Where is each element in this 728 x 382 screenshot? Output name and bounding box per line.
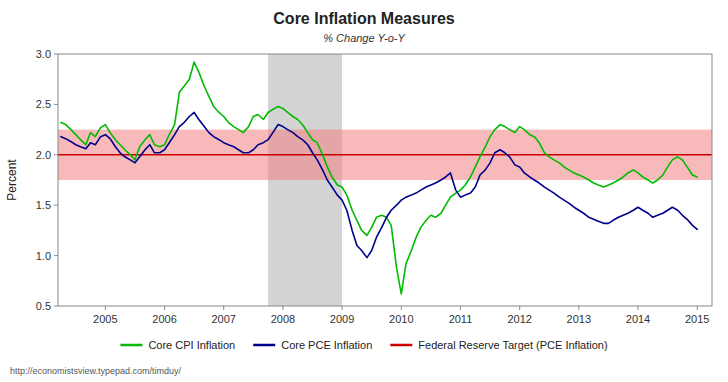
title: Core Inflation Measures [273, 10, 454, 27]
x-tick-label: 2009 [330, 313, 354, 325]
y-tick [54, 54, 58, 55]
x-tick-label: 2015 [685, 313, 709, 325]
x-tick-label: 2013 [567, 313, 591, 325]
x-tick-label: 2010 [389, 313, 413, 325]
x-tick-label: 2014 [626, 313, 650, 325]
page: {"chart_data": { "type": "line", "title"… [0, 0, 728, 382]
x-tick [578, 306, 579, 310]
plot-area [58, 54, 712, 306]
x-tick [282, 306, 283, 310]
plot-frame [58, 54, 712, 306]
target-band [58, 130, 712, 180]
legend-swatch [390, 344, 412, 347]
chart: Core Inflation Measures % Change Y-o-Y 200… [0, 0, 728, 382]
legend: Core CPI Inflation Core PCE Inflation Fede… [120, 339, 607, 351]
y-tick-label: 1.5 [36, 199, 51, 211]
x-tick [342, 306, 343, 310]
x-tick [638, 306, 639, 310]
y-axis-label: Percent [5, 159, 19, 201]
annotation: http://economistsview.typepad.com/timduy… [10, 366, 182, 376]
axes: 2005 2006 2007 2008 2009 2010 2011 2012 2013 2014… [36, 48, 710, 325]
legend-item: Core PCE Inflation [253, 339, 372, 351]
x-tick-label: 2012 [507, 313, 531, 325]
legend-label: Core PCE Inflation [281, 339, 372, 351]
x-tick [460, 306, 461, 310]
legend-item: Core CPI Inflation [120, 339, 235, 351]
x-tick [164, 306, 165, 310]
y-tick [54, 205, 58, 206]
x-tick-label: 2005 [93, 313, 117, 325]
legend-swatch [120, 344, 142, 347]
x-tick [697, 306, 698, 310]
x-tick-label: 2008 [271, 313, 295, 325]
y-tick [54, 255, 58, 256]
x-tick-label: 2006 [152, 313, 176, 325]
subtitle: % Change Y-o-Y [323, 32, 405, 44]
series-line [61, 62, 697, 294]
x-tick [223, 306, 224, 310]
y-tick-label: 0.5 [36, 300, 51, 312]
x-tick [519, 306, 520, 310]
y-tick [54, 104, 58, 105]
y-tick-label: 2.0 [36, 149, 51, 161]
y-tick [54, 306, 58, 307]
y-tick [54, 154, 58, 155]
y-tick-label: 1.0 [36, 250, 51, 262]
y-tick-label: 2.5 [36, 98, 51, 110]
series-line [61, 112, 697, 257]
x-tick-label: 2011 [449, 313, 473, 325]
legend-label: Federal Reserve Target (PCE Inflation) [418, 339, 607, 351]
legend-swatch [253, 344, 275, 347]
legend-item: Federal Reserve Target (PCE Inflation) [390, 339, 607, 351]
y-tick-label: 3.0 [36, 48, 51, 60]
x-tick-label: 2007 [211, 313, 235, 325]
reference-line [58, 154, 712, 156]
x-tick [401, 306, 402, 310]
legend-label: Core CPI Inflation [148, 339, 235, 351]
x-tick [105, 306, 106, 310]
